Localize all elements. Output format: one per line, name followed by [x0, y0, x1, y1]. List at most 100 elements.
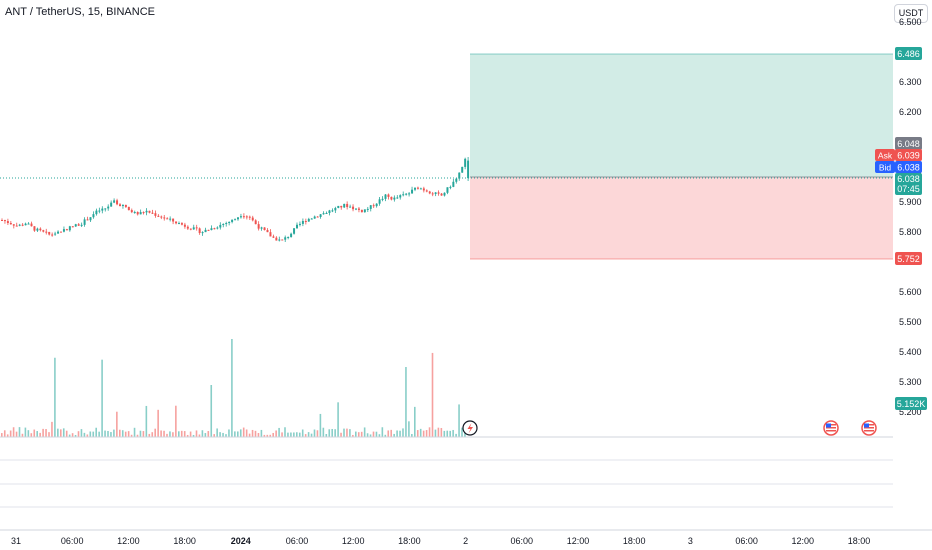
volume-bar	[461, 427, 463, 437]
volume-bar	[154, 428, 156, 437]
candle-body	[402, 194, 405, 196]
svg-text:6.039: 6.039	[897, 151, 920, 161]
profit-zone[interactable]	[470, 54, 893, 177]
volume-bar	[18, 427, 21, 437]
candle-body	[204, 229, 207, 233]
candle-body	[248, 216, 251, 218]
currency-button[interactable]: USDT	[894, 4, 928, 23]
volume-bar	[307, 432, 310, 437]
time-axis[interactable]: 31 06:00 12:00 18:00 2024 06:00 12:00 18:00 2 06:…	[11, 536, 870, 546]
volume-bar	[130, 434, 133, 437]
volume-bar	[452, 429, 454, 437]
volume-bar	[437, 427, 440, 437]
volume-bar	[304, 434, 307, 437]
volume-bar	[399, 430, 401, 437]
candle-body	[198, 228, 201, 233]
candle-body	[446, 187, 449, 193]
candle-body	[343, 203, 346, 208]
time-tick-label: 18:00	[848, 536, 871, 546]
volume-bar	[77, 431, 80, 437]
candle-body	[237, 217, 239, 220]
time-tick-label: 12:00	[342, 536, 365, 546]
candle-body	[9, 222, 12, 225]
candle-body	[281, 239, 284, 241]
volume-bar	[346, 428, 348, 437]
us-flag-event-icon[interactable]	[823, 420, 839, 436]
price-axis[interactable]: 6.5006.4006.3006.2006.1006.0005.9005.800…	[899, 17, 922, 417]
volume-bar	[36, 431, 38, 437]
volume-bar	[390, 429, 392, 437]
candle-body	[180, 223, 183, 225]
volume-bar	[369, 434, 372, 437]
volume-bar	[393, 433, 395, 437]
candle-body	[12, 224, 15, 226]
svg-text:Ask: Ask	[878, 151, 893, 161]
lightning-event-icon[interactable]	[462, 420, 478, 436]
loss-zone[interactable]	[470, 177, 893, 259]
candle-body	[210, 228, 213, 231]
candle-body	[77, 224, 80, 226]
volume-bar	[51, 421, 53, 437]
candle-body	[92, 214, 95, 218]
volume-bar	[74, 434, 77, 437]
volume-bar	[6, 434, 9, 437]
volume-bar	[245, 429, 248, 437]
candle-body	[272, 236, 275, 238]
candle-body	[119, 204, 121, 207]
candle-body	[178, 223, 180, 225]
candle-body	[419, 188, 422, 190]
volume-bar	[416, 430, 419, 437]
candle-body	[21, 224, 24, 226]
candle-body	[355, 208, 357, 210]
volume-bar	[422, 430, 425, 437]
candle-body	[65, 229, 68, 231]
candle-body	[411, 189, 414, 194]
us-flag-event-icon[interactable]	[861, 420, 877, 436]
ask-badge: Ask 6.039	[875, 149, 922, 161]
volume-badge: 5.152K	[895, 397, 927, 410]
svg-text:6.038: 6.038	[897, 174, 920, 184]
volume-bar	[360, 431, 363, 437]
volume-bar	[48, 432, 50, 437]
volume-bar	[62, 428, 65, 437]
candle-body	[357, 208, 360, 210]
volume-bar	[136, 434, 139, 437]
candle-body	[62, 229, 65, 232]
candle-body	[57, 231, 60, 234]
volume-bar	[65, 430, 68, 437]
candle-body	[42, 230, 45, 232]
volume-bar	[30, 433, 33, 437]
volume-bar	[257, 433, 260, 437]
gray-price-badge: 6.048	[895, 137, 922, 150]
candle-body	[405, 193, 408, 195]
volume-bar	[163, 430, 165, 437]
volume-bar	[210, 385, 213, 437]
volume-bar	[310, 433, 313, 437]
candle-body	[60, 231, 62, 233]
volume-bar	[207, 431, 210, 437]
volume-bar	[357, 432, 360, 437]
candle-body	[293, 228, 296, 234]
volume-layer	[1, 339, 466, 437]
time-tick-label: 3	[688, 536, 693, 546]
candle-body	[455, 178, 458, 182]
volume-bar	[419, 428, 422, 437]
volume-bar	[455, 433, 457, 437]
candle-body	[239, 216, 242, 218]
candle-body	[375, 203, 378, 207]
svg-text:6.038: 6.038	[897, 163, 920, 173]
volume-bar	[145, 405, 148, 437]
candle-body	[384, 194, 387, 199]
price-tick-label: 6.300	[899, 77, 922, 87]
candle-body	[369, 205, 372, 209]
candle-body	[186, 226, 189, 229]
volume-bar	[54, 357, 56, 437]
candle-body	[284, 237, 287, 240]
volume-bar	[384, 434, 387, 437]
candle-body	[136, 212, 139, 215]
candle-body	[213, 228, 216, 230]
candle-body	[387, 194, 390, 197]
volume-bar	[396, 430, 398, 437]
candle-body	[107, 206, 110, 209]
